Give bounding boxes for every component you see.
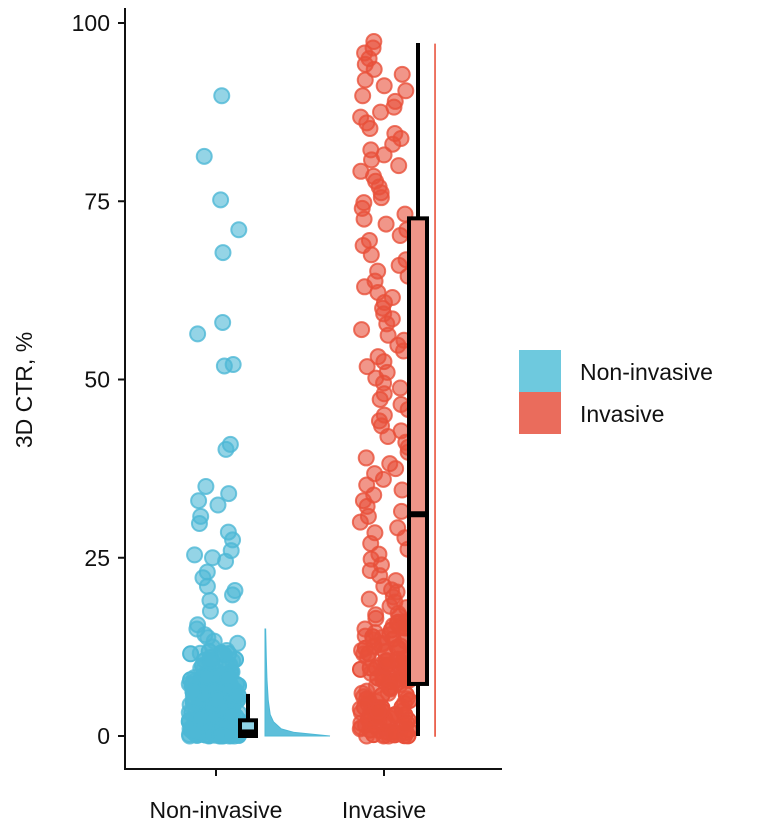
data-point-non-invasive: [198, 668, 216, 686]
violin-layer: [264, 43, 436, 737]
points-layer: [180, 33, 418, 745]
data-point-invasive: [356, 71, 374, 89]
data-point-invasive: [391, 226, 409, 244]
data-point-invasive: [375, 77, 393, 95]
data-point-non-invasive: [217, 440, 235, 458]
y-tick-label: 100: [72, 10, 110, 36]
violin-non-invasive: [264, 628, 331, 737]
data-point-non-invasive: [217, 552, 235, 570]
data-point-invasive: [372, 189, 390, 207]
data-point-invasive: [357, 449, 375, 467]
data-point-invasive: [390, 157, 408, 175]
data-point-invasive: [390, 256, 408, 274]
data-point-invasive: [365, 60, 383, 78]
data-point-non-invasive: [214, 244, 232, 262]
data-point-non-invasive: [184, 683, 202, 701]
data-point-invasive: [377, 215, 395, 233]
x-ticks: Non-invasive Invasive: [150, 769, 426, 823]
data-point-non-invasive: [219, 669, 237, 687]
data-point-invasive: [365, 726, 383, 744]
data-point-invasive: [363, 151, 381, 169]
data-point-non-invasive: [186, 546, 204, 564]
data-point-invasive: [362, 246, 380, 264]
data-point-invasive: [392, 502, 410, 520]
y-tick-label: 50: [84, 367, 110, 393]
data-point-invasive: [373, 686, 391, 704]
data-point-non-invasive: [197, 477, 215, 495]
data-point-non-invasive: [202, 651, 220, 669]
data-point-invasive: [358, 358, 376, 376]
box-layer: [238, 42, 429, 739]
legend-swatch-non-invasive: [519, 350, 561, 392]
data-point-non-invasive: [215, 357, 233, 375]
data-point-non-invasive: [189, 325, 207, 343]
data-point-invasive: [379, 326, 397, 344]
y-tick-label: 0: [97, 723, 110, 749]
data-point-invasive: [369, 702, 387, 720]
data-point-invasive: [374, 470, 392, 488]
x-tick-label: Invasive: [342, 797, 426, 823]
data-point-invasive: [372, 103, 390, 121]
y-tick-label: 75: [84, 188, 110, 214]
y-tick-label: 25: [84, 545, 110, 571]
data-point-invasive: [356, 639, 374, 657]
data-point-non-invasive: [198, 577, 216, 595]
x-tick-label: Non-invasive: [150, 797, 283, 823]
data-point-invasive: [378, 652, 396, 670]
data-point-non-invasive: [222, 727, 240, 745]
data-point-non-invasive: [220, 485, 238, 503]
data-point-non-invasive: [214, 313, 232, 331]
data-point-invasive: [361, 120, 379, 138]
data-point-non-invasive: [195, 147, 213, 165]
data-point-non-invasive: [190, 492, 208, 510]
legend-label-non-invasive: Non-invasive: [580, 359, 713, 385]
data-point-invasive: [367, 606, 385, 624]
data-point-invasive: [354, 87, 372, 105]
legend-label-invasive: Invasive: [580, 401, 664, 427]
data-point-non-invasive: [191, 709, 209, 727]
data-point-non-invasive: [201, 602, 219, 620]
legend-swatch-invasive: [519, 392, 561, 434]
box-invasive: [407, 216, 429, 686]
data-point-invasive: [353, 321, 371, 339]
data-point-non-invasive: [209, 496, 227, 514]
data-point-non-invasive: [184, 723, 202, 741]
data-point-non-invasive: [229, 686, 247, 704]
data-point-non-invasive: [212, 191, 230, 209]
data-point-invasive: [393, 65, 411, 83]
data-point-invasive: [361, 659, 379, 677]
data-point-non-invasive: [221, 609, 239, 627]
legend: Non-invasive Invasive: [519, 350, 713, 434]
data-point-invasive: [371, 390, 389, 408]
y-axis-title: 3D CTR, %: [11, 332, 37, 448]
y-ticks: 0 25 50 75 100: [72, 10, 125, 749]
data-point-non-invasive: [208, 690, 226, 708]
data-point-invasive: [397, 82, 415, 100]
data-point-non-invasive: [230, 221, 248, 239]
data-point-invasive: [395, 716, 413, 734]
data-point-non-invasive: [190, 515, 208, 533]
data-point-non-invasive: [223, 706, 241, 724]
data-point-invasive: [383, 581, 401, 599]
data-point-non-invasive: [213, 87, 231, 105]
data-point-non-invasive: [182, 645, 200, 663]
data-point-invasive: [387, 460, 405, 478]
data-point-invasive: [379, 428, 397, 446]
data-point-invasive: [351, 513, 369, 531]
data-point-invasive: [393, 698, 411, 716]
data-point-invasive: [360, 590, 378, 608]
data-point-non-invasive: [224, 586, 242, 604]
data-point-invasive: [391, 379, 409, 397]
data-point-invasive: [355, 210, 373, 228]
